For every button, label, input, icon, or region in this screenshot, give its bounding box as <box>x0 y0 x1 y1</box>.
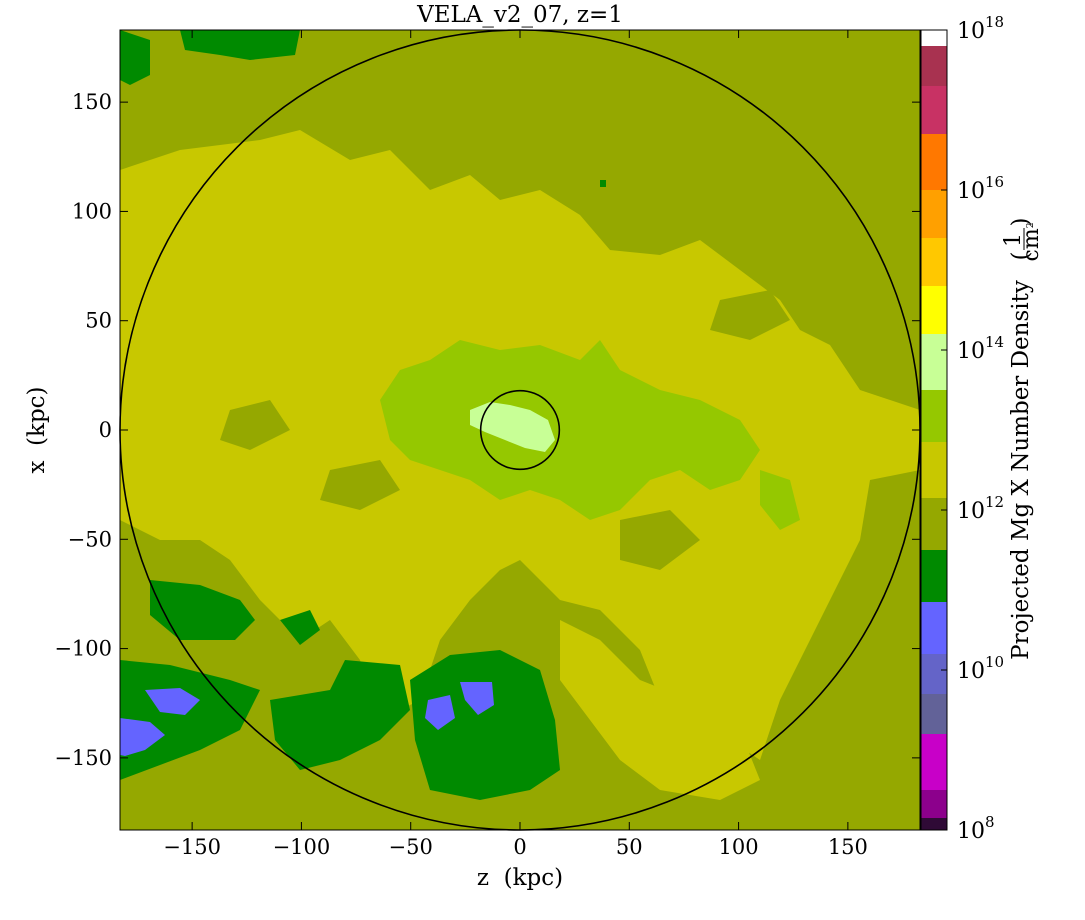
plateau-extension-south <box>560 620 760 800</box>
colorbar-tick-label: 1018 <box>957 13 1004 44</box>
x-tick-label: 0 <box>513 835 526 859</box>
plateau-extension-west <box>120 220 220 310</box>
colorbar-tick-label: 1012 <box>957 493 1004 524</box>
x-axis-label: z (kpc) <box>477 865 563 891</box>
low-density-patch-mid <box>280 610 320 645</box>
colorbar-label: Projected Mg X Number Density ( 1 cm2 ) <box>1001 218 1044 660</box>
colorbar-level <box>921 694 947 734</box>
colorbar-level <box>921 498 947 550</box>
colorbar-unit-denominator: cm2 <box>1019 223 1044 262</box>
low-density-patch-n <box>180 30 300 60</box>
colorbar-level <box>921 238 947 286</box>
inner-halo-region <box>380 340 760 520</box>
colorbar-level <box>921 734 947 790</box>
colorbar-unit-open-paren: ( <box>1008 252 1034 261</box>
lowest-density-patch-4 <box>425 695 455 730</box>
colorbar-unit-close-paren: ) <box>1008 218 1034 227</box>
radius-circle-2 <box>479 389 561 471</box>
x-tick-label: −100 <box>273 835 331 859</box>
x-tick-label: 150 <box>828 835 868 859</box>
galaxy-core-region <box>470 402 555 452</box>
colorbar-tick-label: 1014 <box>957 333 1004 364</box>
y-axis-ticks: −150 −100 −50 0 50 100 150 <box>54 90 920 770</box>
y-tick-label: 0 <box>99 418 112 442</box>
low-density-patch-s2 <box>410 650 560 800</box>
lowest-density-patch-2 <box>145 688 200 715</box>
y-tick-label: −50 <box>68 527 112 551</box>
plateau-hole-4 <box>710 290 790 340</box>
colorbar <box>920 29 948 831</box>
plateau-hole-2 <box>620 510 700 570</box>
y-tick-label: −150 <box>54 746 112 770</box>
lowest-density-patch-3 <box>460 682 494 715</box>
x-tick-label: −150 <box>163 835 221 859</box>
colorbar-level <box>921 602 947 654</box>
colorbar-level <box>921 790 947 818</box>
colorbar-frame <box>920 29 948 831</box>
colorbar-level <box>921 286 947 334</box>
colorbar-level <box>921 86 947 134</box>
colorbar-level <box>921 818 947 830</box>
y-axis-label: x (kpc) <box>24 386 50 473</box>
colorbar-unit-numerator: 1 <box>1001 233 1026 247</box>
y-tick-label: −100 <box>54 637 112 661</box>
colorbar-tick-label: 108 <box>957 813 995 844</box>
low-density-patch-sw1 <box>150 580 255 640</box>
x-tick-label: −50 <box>389 835 433 859</box>
low-density-patch-s1 <box>270 660 410 770</box>
colorbar-level <box>921 390 947 442</box>
x-axis-ticks: −150 −100 −50 0 50 100 150 <box>163 30 868 859</box>
colorbar-level <box>921 30 947 46</box>
colorbar-ticks: 108 1010 1012 1014 1016 1018 <box>941 13 1004 844</box>
low-density-dot <box>600 180 606 187</box>
plateau-hole-1 <box>320 460 400 510</box>
colorbar-level <box>921 442 947 498</box>
colorbar-tick-label: 1010 <box>957 653 1004 684</box>
colorbar-level <box>921 334 947 390</box>
x-tick-label: 100 <box>719 835 759 859</box>
inner-halo-arm <box>760 470 800 530</box>
colorbar-level <box>921 190 947 238</box>
colorbar-level <box>921 134 947 190</box>
colorbar-level <box>921 550 947 602</box>
x-tick-label: 50 <box>616 835 643 859</box>
colorbar-unit-denominator-exp: 2 <box>1026 223 1036 229</box>
colorbar-unit-denominator-base: cm <box>1019 228 1044 261</box>
lowest-density-patch-1 <box>120 718 165 756</box>
colorbar-title: Projected Mg X Number Density <box>1008 280 1034 660</box>
density-map <box>120 30 920 830</box>
y-tick-label: 150 <box>72 90 112 114</box>
plateau-hole-3 <box>220 400 290 450</box>
y-tick-label: 50 <box>85 309 112 333</box>
colorbar-level <box>921 654 947 694</box>
low-density-patch-nw <box>120 30 150 85</box>
y-tick-label: 100 <box>72 199 112 223</box>
colorbar-tick-label: 1016 <box>957 173 1004 204</box>
chart-title: VELA_v2_07, z=1 <box>416 2 623 28</box>
colorbar-level <box>921 46 947 86</box>
